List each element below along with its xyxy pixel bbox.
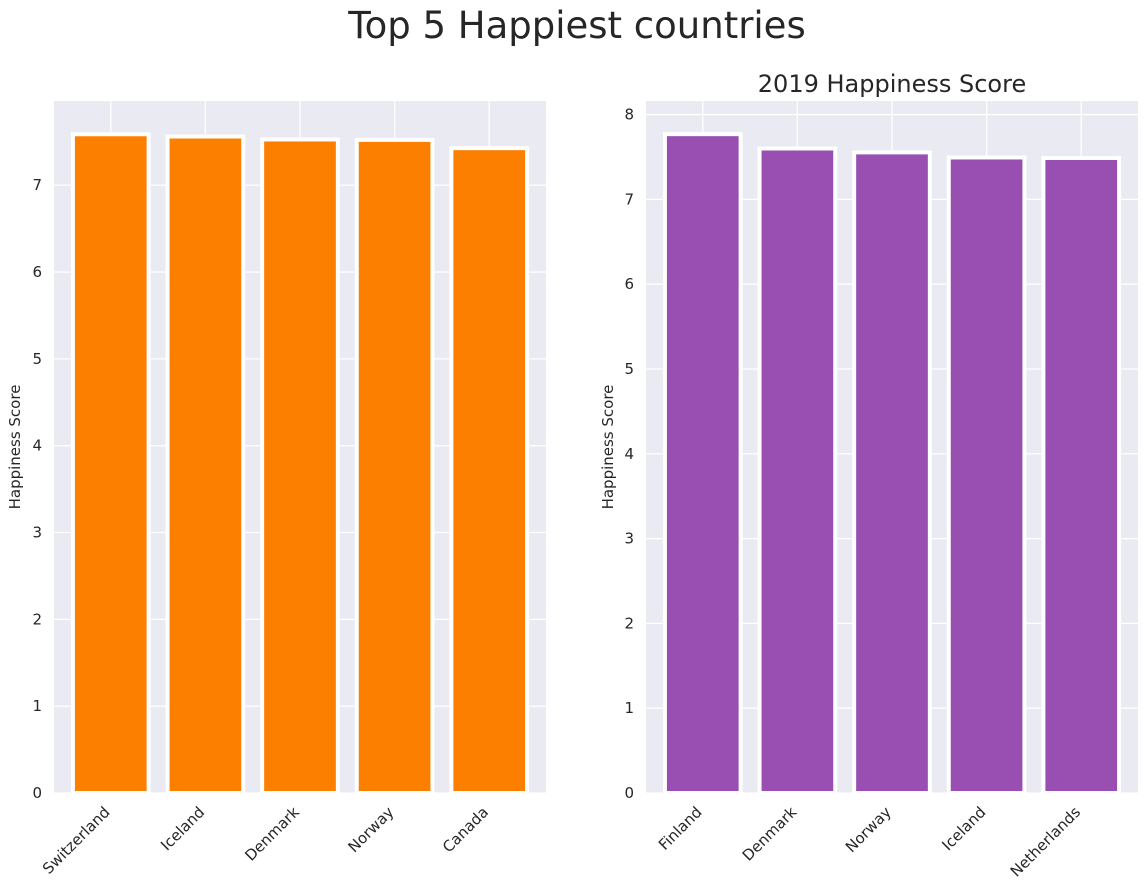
bar-netherlands (1041, 155, 1122, 796)
x-tick-label: Finland (655, 803, 706, 854)
chart-2019-happiness: 0 1 2 3 4 5 6 7 8 Finland Denmark Norway Iceland Neth… (599, 70, 1138, 880)
x-tick-label: Switzerland (39, 803, 114, 878)
bar-finland (662, 132, 743, 796)
y-axis-label: Happiness Score (6, 385, 24, 510)
chart-2015-happiness: 0 1 2 3 4 5 6 7 Switzerland Iceland Denmark Norway C… (6, 101, 546, 878)
x-tick-label: Norway (344, 803, 397, 856)
bar-iceland (165, 134, 246, 796)
bar-switzerland (70, 132, 151, 795)
y-tick-label: 0 (624, 784, 634, 802)
y-axis-label: Happiness Score (599, 385, 617, 510)
x-tick-label: Iceland (938, 803, 989, 854)
x-tick-label: Denmark (739, 803, 801, 865)
x-tick-label: Iceland (157, 803, 208, 854)
y-tick-label: 5 (32, 350, 42, 368)
x-tick-label: Denmark (241, 803, 303, 865)
bar-denmark (757, 146, 838, 796)
y-tick-label: 6 (624, 275, 634, 293)
y-tick-label: 2 (624, 614, 634, 632)
bar-iceland (946, 155, 1027, 795)
y-tick-label: 4 (624, 445, 634, 463)
y-tick-label: 3 (624, 530, 634, 548)
y-tick-label: 0 (32, 784, 42, 802)
x-tick-label: Norway (842, 803, 895, 856)
y-tick-label: 7 (32, 176, 42, 194)
bar-denmark (260, 137, 340, 795)
chart-title: 2019 Happiness Score (758, 70, 1026, 98)
y-tick-label: 8 (624, 106, 634, 124)
y-tick-label: 4 (32, 437, 42, 455)
bar-norway (852, 150, 932, 795)
y-tick-label: 1 (32, 697, 42, 715)
y-tick-label: 5 (624, 360, 634, 378)
y-tick-label: 6 (32, 263, 42, 281)
x-tick-label: Canada (439, 803, 492, 856)
y-tick-label: 2 (32, 610, 42, 628)
y-tick-label: 1 (624, 699, 634, 717)
y-tick-label: 7 (624, 190, 634, 208)
x-tick-label: Netherlands (1007, 803, 1085, 881)
y-tick-label: 3 (32, 524, 42, 542)
bar-canada (449, 146, 530, 795)
figure-title: Top 5 Happiest countries (347, 4, 805, 47)
bar-norway (354, 137, 435, 795)
